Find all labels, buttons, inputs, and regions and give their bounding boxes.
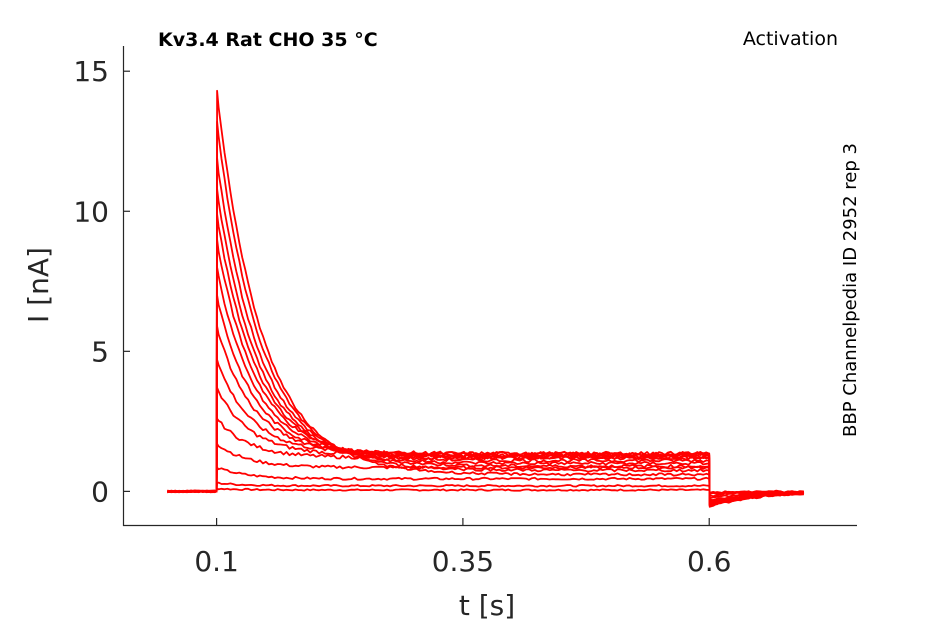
protocol-label: Activation	[743, 28, 838, 50]
current-trace	[166, 481, 804, 494]
current-trace	[167, 294, 805, 504]
y-tick-label: 0	[91, 475, 109, 508]
source-label: BBP Channelpedia ID 2952 rep 3	[840, 143, 861, 437]
x-ticks: 0.1 0.35 0.6	[194, 518, 731, 578]
y-tick-label: 5	[91, 335, 109, 368]
chart-title: Kv3.4 Rat CHO 35 °C	[158, 29, 378, 51]
y-ticks: 0 5 10 15	[73, 55, 130, 508]
trace-group	[166, 89, 805, 508]
current-trace	[167, 187, 804, 507]
x-tick-label: 0.35	[432, 545, 494, 578]
x-tick-label: 0.1	[194, 545, 239, 578]
current-trace	[167, 157, 804, 507]
current-trace	[167, 238, 805, 505]
x-tick-label: 0.6	[687, 545, 732, 578]
current-trace	[167, 442, 805, 498]
current-trace	[167, 466, 804, 496]
y-axis-label: I [nA]	[22, 247, 55, 323]
current-trace	[167, 89, 804, 508]
x-axis-label: t [s]	[459, 589, 515, 622]
current-trace	[167, 213, 804, 507]
y-tick-label: 10	[73, 195, 109, 228]
current-trace	[167, 487, 804, 495]
current-trace	[167, 386, 804, 501]
y-tick-label: 15	[73, 55, 109, 88]
current-trace	[167, 120, 804, 507]
